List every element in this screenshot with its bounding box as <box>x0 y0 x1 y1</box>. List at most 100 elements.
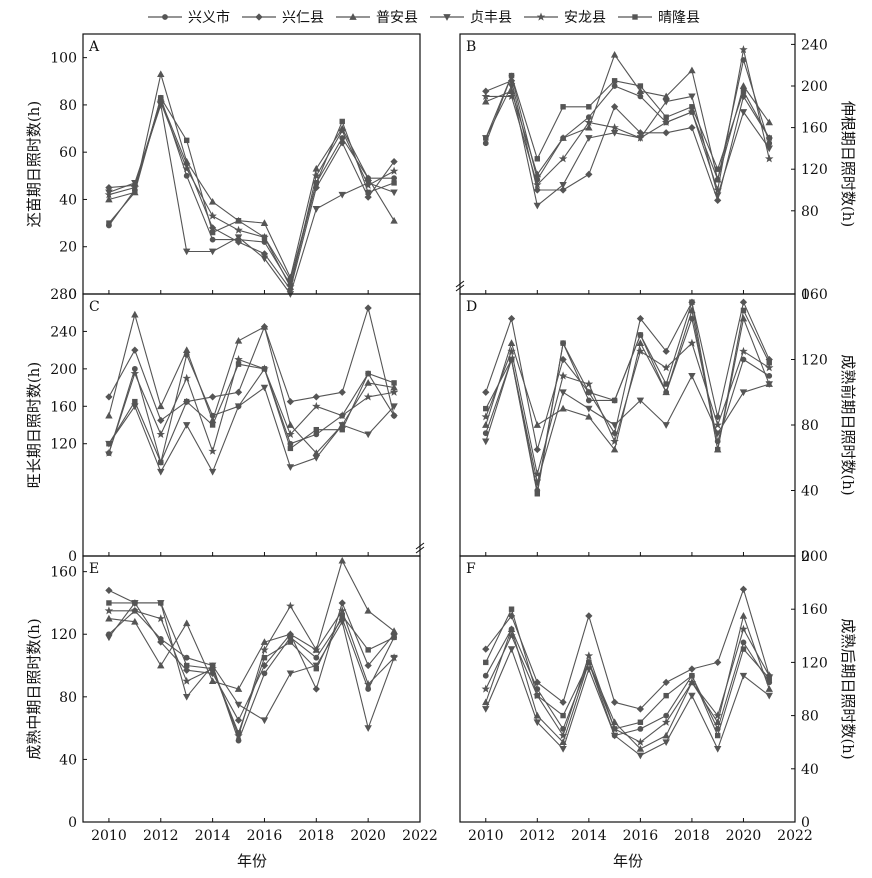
data-point <box>610 445 619 453</box>
data-point <box>714 732 721 739</box>
data-point <box>533 719 542 727</box>
data-point <box>636 133 645 142</box>
panel-label: D <box>466 299 477 315</box>
data-point <box>637 719 644 725</box>
data-point <box>338 556 346 564</box>
data-point <box>584 379 594 388</box>
series-line <box>108 589 395 721</box>
data-point <box>390 412 398 420</box>
y-tick-label: 0 <box>801 287 810 303</box>
data-point <box>157 402 165 410</box>
data-point <box>739 672 748 680</box>
data-point <box>182 248 191 256</box>
legend-label: 贞丰县 <box>470 9 512 26</box>
x-tick-label: 2014 <box>571 828 607 844</box>
data-point <box>636 87 645 95</box>
legend-marker-circle <box>162 14 168 20</box>
data-point <box>182 373 191 382</box>
data-point <box>105 586 113 595</box>
data-point <box>182 157 191 165</box>
data-point <box>611 726 618 732</box>
data-point <box>636 752 645 760</box>
data-point <box>636 314 645 323</box>
data-point <box>739 624 748 633</box>
data-point <box>338 388 346 396</box>
chart-panels: A 0 20 40 60 80 100 还苗期日照时数(h) B 0 80 120 160 200 240 伸… <box>25 33 857 844</box>
y-axis-title: 成熟中期日照时数(h) <box>25 618 43 759</box>
data-point <box>312 393 320 401</box>
data-point <box>740 646 747 652</box>
panel-frame <box>459 293 796 557</box>
y-tick-label: 240 <box>801 37 828 53</box>
data-point <box>507 339 516 346</box>
data-point <box>338 191 346 199</box>
y-tick-label: 80 <box>801 418 819 434</box>
data-point <box>689 299 695 305</box>
data-point <box>559 181 567 189</box>
data-point <box>688 66 696 74</box>
data-point <box>209 229 216 236</box>
y-axis-title: 成熟后期日照时数(h) <box>839 618 857 759</box>
y-tick-label: 160 <box>801 602 828 618</box>
series <box>105 586 398 724</box>
data-point <box>338 139 346 147</box>
data-point <box>740 307 747 314</box>
data-point <box>235 218 242 224</box>
series <box>482 298 773 454</box>
data-point <box>481 412 491 421</box>
data-point <box>739 389 748 397</box>
data-point <box>663 381 669 387</box>
y-tick-label: 80 <box>59 690 77 706</box>
axis-break-mark <box>415 542 425 550</box>
y-tick-label: 100 <box>50 51 77 67</box>
legend-label: 兴仁县 <box>282 10 324 26</box>
data-point <box>688 93 696 101</box>
data-point <box>662 731 670 739</box>
data-point <box>105 614 113 622</box>
data-point <box>662 739 670 747</box>
data-point <box>533 469 542 478</box>
data-point <box>687 107 697 116</box>
data-point <box>661 717 671 726</box>
data-point <box>507 91 516 101</box>
data-point <box>533 445 541 454</box>
data-point <box>611 78 618 84</box>
data-point <box>104 606 114 615</box>
series <box>104 355 399 457</box>
data-point <box>106 441 112 447</box>
data-point <box>765 118 773 126</box>
data-point <box>182 164 191 173</box>
data-point <box>286 670 295 678</box>
data-point <box>610 129 619 137</box>
series-line <box>108 307 395 421</box>
legend-item: 兴仁县 <box>242 10 324 26</box>
data-point <box>182 619 191 627</box>
data-point <box>364 379 372 386</box>
y-tick-label: 240 <box>50 324 77 340</box>
series-line <box>108 314 395 454</box>
data-point <box>559 745 567 753</box>
data-point <box>714 413 722 421</box>
data-point <box>508 356 515 363</box>
data-point <box>234 355 243 364</box>
data-point <box>130 183 140 192</box>
data-point <box>508 72 515 79</box>
data-point <box>688 692 696 700</box>
y-tick-label: 80 <box>801 204 819 220</box>
data-point <box>610 436 619 445</box>
data-point <box>713 192 722 200</box>
data-point <box>636 737 645 746</box>
data-point <box>585 612 593 620</box>
y-tick-label: 0 <box>68 287 77 303</box>
data-point <box>234 701 243 709</box>
x-tick-label: 2020 <box>726 828 762 844</box>
data-point <box>662 347 670 355</box>
data-point <box>234 336 243 344</box>
data-point <box>713 185 722 194</box>
data-point <box>182 676 191 685</box>
legend-label: 兴义市 <box>188 9 230 26</box>
data-point <box>713 718 722 726</box>
data-point <box>483 405 489 412</box>
data-point <box>765 145 773 153</box>
